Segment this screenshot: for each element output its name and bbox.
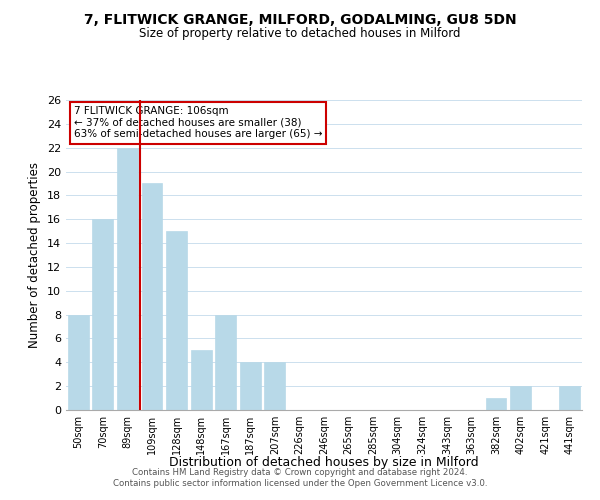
- Bar: [485, 398, 506, 410]
- Bar: [510, 386, 531, 410]
- Bar: [265, 362, 286, 410]
- Text: 7 FLITWICK GRANGE: 106sqm
← 37% of detached houses are smaller (38)
63% of semi-: 7 FLITWICK GRANGE: 106sqm ← 37% of detac…: [74, 106, 322, 140]
- Text: Contains HM Land Registry data © Crown copyright and database right 2024.
Contai: Contains HM Land Registry data © Crown c…: [113, 468, 487, 487]
- Text: Distribution of detached houses by size in Milford: Distribution of detached houses by size …: [169, 456, 479, 469]
- Bar: [240, 362, 261, 410]
- Y-axis label: Number of detached properties: Number of detached properties: [28, 162, 41, 348]
- Text: Size of property relative to detached houses in Milford: Size of property relative to detached ho…: [139, 28, 461, 40]
- Text: 7, FLITWICK GRANGE, MILFORD, GODALMING, GU8 5DN: 7, FLITWICK GRANGE, MILFORD, GODALMING, …: [83, 12, 517, 26]
- Bar: [68, 314, 89, 410]
- Bar: [191, 350, 212, 410]
- Bar: [92, 219, 113, 410]
- Bar: [559, 386, 580, 410]
- Bar: [142, 184, 163, 410]
- Bar: [215, 314, 236, 410]
- Bar: [166, 231, 187, 410]
- Bar: [117, 148, 138, 410]
